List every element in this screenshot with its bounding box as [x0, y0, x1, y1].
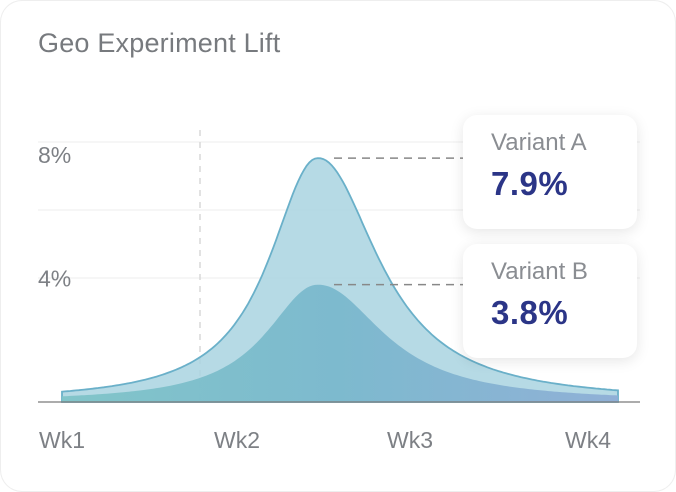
y-tick-label: 4% [38, 266, 71, 292]
tooltip-variant-b-name: Variant B [491, 258, 588, 285]
tooltip-variant-b: Variant B 3.8% [463, 244, 637, 358]
tooltip-variant-b-value: 3.8% [491, 294, 569, 331]
x-tick-label: Wk3 [387, 427, 433, 453]
tooltip-variant-a-value: 7.9% [491, 165, 569, 202]
y-tick-label: 8% [38, 142, 71, 168]
tooltip-variant-a-name: Variant A [491, 129, 587, 156]
x-tick-label: Wk2 [214, 427, 260, 453]
x-tick-label: Wk4 [565, 427, 611, 453]
series-variant-a-area [61, 157, 619, 403]
series-variant-b-area [62, 284, 618, 402]
chart-title: Geo Experiment Lift [38, 28, 281, 58]
tooltip-variant-a: Variant A 7.9% [463, 115, 637, 229]
x-tick-label: Wk1 [39, 427, 85, 453]
